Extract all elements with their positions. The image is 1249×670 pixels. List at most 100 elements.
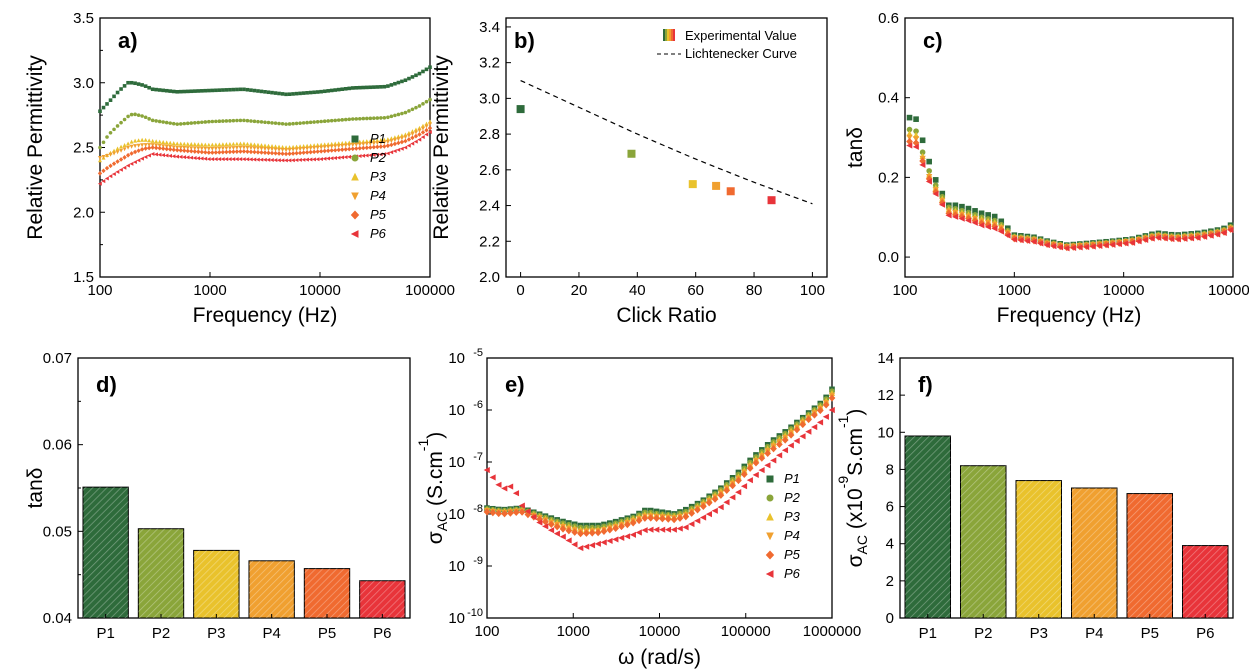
- data-point: [228, 119, 232, 123]
- data-point: [143, 84, 148, 88]
- data-point: [694, 506, 701, 514]
- y-tick-label: 2.5: [73, 140, 94, 157]
- data-point: [507, 483, 514, 490]
- data-point: [200, 89, 204, 93]
- data-point: [635, 529, 642, 536]
- data-point: [101, 140, 106, 145]
- data-point: [368, 145, 373, 150]
- plot-frame: [899, 357, 1234, 619]
- data-point: [245, 118, 250, 123]
- data-point: [234, 157, 239, 162]
- data-point: [420, 135, 425, 140]
- x-tick-label: 1000: [557, 623, 590, 640]
- x-tick-label: 0: [516, 282, 524, 299]
- panel-label: a): [118, 28, 138, 53]
- data-point: [396, 137, 401, 142]
- data-point: [1089, 243, 1096, 250]
- data-point: [308, 146, 313, 151]
- y-tick-label: 2.2: [479, 233, 500, 250]
- data-point: [357, 142, 362, 147]
- data-point: [119, 87, 123, 91]
- data-point: [97, 171, 103, 176]
- data-point: [364, 153, 369, 158]
- data-point: [1030, 238, 1037, 245]
- data-point: [185, 121, 190, 126]
- data-point: [168, 144, 173, 149]
- data-point: [238, 145, 243, 150]
- data-point: [125, 152, 131, 158]
- data-point: [108, 163, 113, 169]
- legend-label: P6: [784, 566, 801, 581]
- x-tick-label: P1: [919, 625, 937, 642]
- data-point: [926, 158, 932, 165]
- data-point: [740, 483, 748, 490]
- data-point: [939, 190, 946, 197]
- data-point: [245, 141, 250, 146]
- data-point: [489, 509, 497, 517]
- data-point: [210, 157, 215, 162]
- data-point: [140, 114, 144, 118]
- data-point: [495, 509, 503, 518]
- y-tick-label: 10: [448, 610, 465, 627]
- data-point: [711, 495, 719, 503]
- data-point: [280, 122, 285, 126]
- data-point: [129, 112, 134, 117]
- data-point: [178, 154, 183, 159]
- data-point: [115, 90, 120, 95]
- data-point: [925, 175, 933, 183]
- data-point: [280, 151, 285, 157]
- data-point: [998, 218, 1005, 225]
- data-point: [1142, 236, 1149, 244]
- data-point: [150, 87, 155, 92]
- data-point: [168, 153, 173, 158]
- data-point: [577, 529, 584, 538]
- data-point: [372, 116, 376, 120]
- data-point: [252, 119, 257, 124]
- data-point: [375, 141, 380, 146]
- legend-marker: [766, 494, 774, 502]
- x-tick-label: P6: [1196, 625, 1214, 642]
- data-point: [354, 86, 359, 90]
- data-point: [161, 153, 165, 158]
- y-tick-label: 0.0: [878, 249, 899, 266]
- data-point: [1102, 242, 1109, 249]
- data-point: [235, 87, 239, 92]
- data-point: [146, 145, 152, 151]
- data-point: [919, 149, 926, 156]
- panel-label: e): [505, 372, 525, 397]
- data-point: [308, 120, 313, 125]
- data-point: [136, 143, 141, 148]
- y-tick-label: 10: [448, 350, 465, 367]
- data-point: [203, 120, 208, 124]
- data-point: [336, 118, 341, 122]
- data-point: [224, 157, 229, 162]
- data-point: [196, 89, 201, 93]
- data-point: [965, 214, 972, 223]
- data-point: [694, 517, 701, 524]
- data-point: [354, 146, 359, 151]
- data-point: [168, 147, 173, 152]
- data-point: [273, 121, 278, 125]
- data-point: [588, 529, 596, 537]
- y-tick-label: 3.0: [73, 75, 94, 92]
- data-point: [171, 121, 176, 126]
- data-point: [501, 485, 508, 492]
- data-point: [746, 464, 754, 472]
- data-point: [375, 152, 380, 157]
- data-point: [357, 154, 362, 159]
- data-point: [385, 151, 390, 156]
- data-point: [600, 527, 608, 536]
- data-point: [336, 155, 341, 160]
- data-point: [329, 156, 334, 161]
- x-tick-label: 80: [746, 282, 763, 299]
- data-point: [207, 119, 211, 124]
- x-tick-label: P6: [373, 625, 391, 642]
- data-point: [828, 394, 836, 402]
- legend-label: P5: [784, 547, 801, 562]
- legend-swatch: [663, 29, 665, 41]
- data-point: [536, 519, 543, 526]
- data-point: [414, 73, 418, 78]
- data-point: [294, 121, 299, 126]
- data-point: [329, 118, 334, 123]
- data-point: [154, 143, 159, 148]
